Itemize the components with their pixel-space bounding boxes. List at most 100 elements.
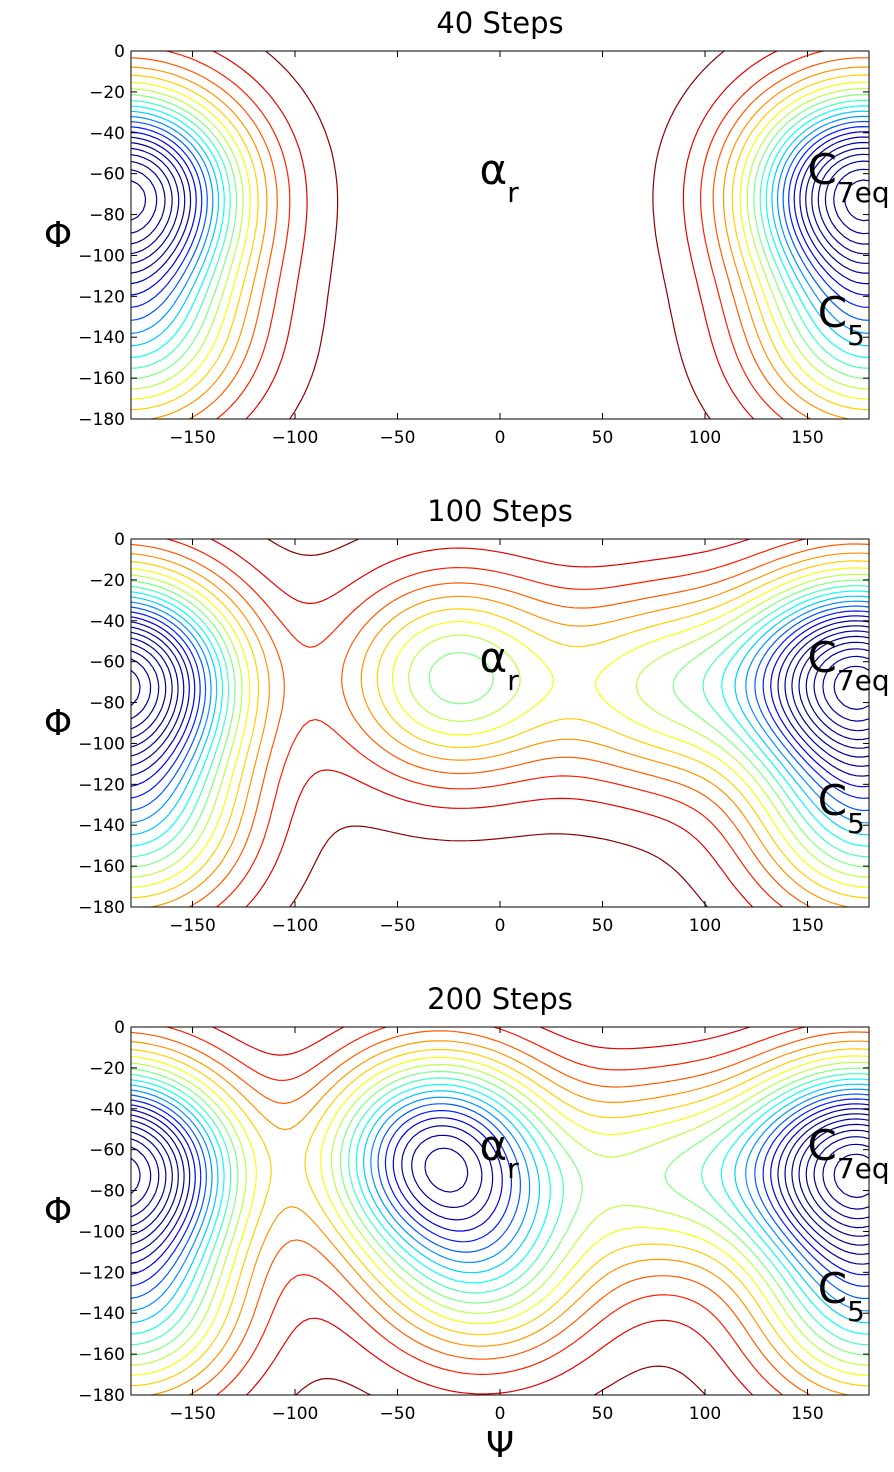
y-tick-label: −120 bbox=[78, 1263, 125, 1283]
contour-level-0 bbox=[265, 51, 725, 419]
contour-level-12 bbox=[131, 1088, 869, 1312]
x-tick-label: −50 bbox=[380, 1404, 416, 1424]
contour-level-17 bbox=[131, 1113, 869, 1255]
contour-level-0 bbox=[267, 539, 708, 907]
x-tick-label: 150 bbox=[791, 1404, 823, 1424]
contour-level-19 bbox=[131, 635, 869, 749]
y-tick-label: −40 bbox=[89, 612, 125, 632]
contour-level-22 bbox=[131, 655, 869, 722]
contour-level-17 bbox=[131, 141, 869, 274]
x-tick-label: −150 bbox=[169, 916, 216, 936]
contour-lines bbox=[131, 1027, 869, 1395]
x-tick-label: 50 bbox=[592, 428, 614, 448]
y-tick-label: −80 bbox=[89, 694, 125, 714]
region-label-c7eq: C7eq bbox=[808, 633, 890, 697]
y-tick-label: −180 bbox=[78, 898, 125, 918]
contour-level-2 bbox=[166, 1027, 806, 1395]
y-tick-label: −140 bbox=[78, 816, 125, 836]
x-axis-label: Ψ bbox=[486, 1425, 514, 1466]
contour-level-18 bbox=[131, 1118, 869, 1246]
contour-level-10 bbox=[131, 590, 869, 847]
x-tick-label: 150 bbox=[791, 428, 823, 448]
panel-200-steps: 200 Steps −150 −100 −50 0 50 100 150 0 −20 −40 −60 −… bbox=[44, 982, 890, 1466]
x-tick-label: 100 bbox=[689, 428, 721, 448]
y-tick-label: −60 bbox=[89, 1141, 125, 1161]
contour-level-19 bbox=[131, 153, 869, 255]
x-tick-label: 0 bbox=[495, 916, 506, 936]
contour-level-3 bbox=[131, 57, 869, 419]
contour-level-8 bbox=[131, 1067, 869, 1356]
y-tick-label: −140 bbox=[78, 328, 125, 348]
y-axis-label: Φ bbox=[44, 215, 72, 256]
contour-level-22 bbox=[131, 1143, 869, 1210]
contour-level-12 bbox=[131, 115, 869, 334]
chart-title: 200 Steps bbox=[427, 982, 573, 1016]
x-tick-label: 50 bbox=[592, 916, 614, 936]
contour-level-6 bbox=[131, 567, 869, 888]
contour-level-10 bbox=[131, 1078, 869, 1335]
y-axis-label: Φ bbox=[44, 703, 72, 744]
y-tick-label: −160 bbox=[78, 857, 125, 877]
plot-frame bbox=[130, 1026, 870, 1396]
contour-level-20 bbox=[131, 160, 869, 245]
contour-level-21 bbox=[131, 648, 869, 732]
contour-level-21 bbox=[131, 1136, 869, 1220]
contour-level-14 bbox=[131, 1098, 869, 1287]
y-tick-label: −180 bbox=[78, 1386, 125, 1406]
contour-level-6 bbox=[131, 81, 869, 400]
contour-level-1 bbox=[212, 51, 778, 419]
contour-level-5 bbox=[131, 74, 869, 411]
y-tick-label: −20 bbox=[89, 1059, 125, 1079]
x-tick-label: 150 bbox=[791, 916, 823, 936]
contour-level-15 bbox=[131, 1103, 869, 1276]
region-label-c5: C5 bbox=[818, 288, 865, 352]
contour-level-6 bbox=[131, 1055, 869, 1376]
contour-level-10 bbox=[131, 105, 869, 358]
y-tick-label: −120 bbox=[78, 287, 125, 307]
contour-level-23 bbox=[131, 665, 869, 710]
y-tick-label: 0 bbox=[114, 1018, 125, 1038]
contour-level-13 bbox=[131, 1093, 869, 1300]
region-label-c7eq: C7eq bbox=[808, 1121, 890, 1185]
x-tick-label: −50 bbox=[380, 428, 416, 448]
y-tick-label: −60 bbox=[89, 165, 125, 185]
contour-level-12 bbox=[131, 600, 869, 824]
y-tick-label: −20 bbox=[89, 571, 125, 591]
contour-level-18 bbox=[131, 630, 869, 758]
contour-level-9 bbox=[131, 1073, 869, 1346]
contour-level-2 bbox=[166, 539, 806, 907]
contour-level-21 bbox=[131, 168, 869, 235]
contour-level-11 bbox=[131, 110, 869, 347]
contour-level-2 bbox=[166, 51, 824, 419]
contour-level-16 bbox=[131, 620, 869, 777]
contour-level-1 bbox=[210, 539, 754, 907]
x-tick-label: 0 bbox=[495, 428, 506, 448]
contour-level-20 bbox=[131, 1129, 869, 1229]
contour-level-17 bbox=[131, 625, 869, 767]
contour-level-7 bbox=[131, 1061, 869, 1366]
contour-level-11 bbox=[131, 1083, 869, 1324]
region-label-c5: C5 bbox=[818, 776, 865, 840]
y-tick-label: −20 bbox=[89, 83, 125, 103]
y-tick-label: −100 bbox=[78, 734, 125, 754]
contour-level-8 bbox=[131, 579, 869, 868]
y-axis-label: Φ bbox=[44, 1191, 72, 1232]
contour-level-7 bbox=[131, 573, 869, 878]
y-tick-label: −40 bbox=[89, 1100, 125, 1120]
contour-level-16 bbox=[131, 1108, 869, 1265]
x-tick-label: −150 bbox=[169, 428, 216, 448]
contour-level-20 bbox=[131, 641, 869, 741]
y-tick-label: −160 bbox=[78, 369, 125, 389]
x-tick-label: −100 bbox=[272, 1404, 319, 1424]
y-tick-label: −160 bbox=[78, 1345, 125, 1365]
contour-level-14 bbox=[131, 610, 869, 799]
y-tick-label: 0 bbox=[114, 530, 125, 550]
y-tick-label: −120 bbox=[78, 775, 125, 795]
y-tick-label: −100 bbox=[78, 1222, 125, 1242]
y-tick-label: −60 bbox=[89, 653, 125, 673]
contour-level-5 bbox=[131, 560, 869, 899]
region-label-αr: αr bbox=[480, 1121, 520, 1185]
contour-level-22 bbox=[131, 179, 869, 222]
contour-level-0 bbox=[295, 1365, 706, 1395]
y-tick-label: 0 bbox=[114, 42, 125, 62]
